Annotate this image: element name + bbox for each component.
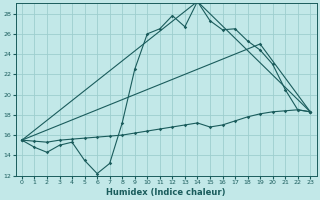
X-axis label: Humidex (Indice chaleur): Humidex (Indice chaleur)	[106, 188, 226, 197]
